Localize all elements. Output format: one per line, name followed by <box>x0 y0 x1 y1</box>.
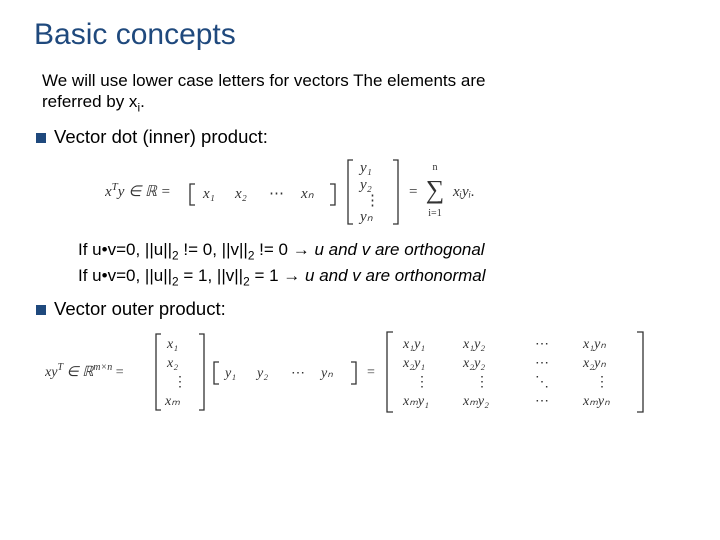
svg-text:y₂: y₂ <box>255 366 268 381</box>
svg-text:yₙ: yₙ <box>319 366 333 381</box>
svg-text:=: = <box>367 365 375 380</box>
svg-text:⋮: ⋮ <box>595 375 609 390</box>
arrow-icon: → <box>283 266 300 285</box>
svg-text:⋯: ⋯ <box>535 337 549 352</box>
svg-text:x₁y₂: x₁y₂ <box>462 337 485 352</box>
svg-text:xₙ: xₙ <box>300 186 315 202</box>
svg-text:⋮: ⋮ <box>365 193 380 209</box>
svg-text:x₂: x₂ <box>234 186 247 202</box>
intro-line2-prefix: referred by x <box>42 92 137 111</box>
svg-text:yₙ: yₙ <box>358 209 374 225</box>
svg-text:⋯: ⋯ <box>535 394 549 409</box>
cond2-post: u and v are orthonormal <box>300 266 485 285</box>
svg-text:y₁: y₁ <box>358 160 372 176</box>
intro-line2-suffix: . <box>140 92 145 111</box>
svg-text:x₂yₙ: x₂yₙ <box>582 356 606 371</box>
cond2-s2: 2 <box>243 274 250 288</box>
svg-text:x₂y₁: x₂y₁ <box>402 356 425 371</box>
svg-text:⋮: ⋮ <box>475 375 489 390</box>
cond1-s1: 2 <box>172 248 179 262</box>
equation-outer-product: xyT ∈ ℝm×n = x₁ x₂ ⋮ xₘ y₁ y₂ ⋯ yₙ = x₁y… <box>34 326 696 418</box>
intro-text: We will use lower case letters for vecto… <box>42 70 688 116</box>
svg-text:y₂: y₂ <box>358 177 372 193</box>
intro-line1: We will use lower case letters for vecto… <box>42 71 485 90</box>
svg-text:xₘy₁: xₘy₁ <box>402 394 429 409</box>
cond1-pre: If u•v=0, ||u|| <box>78 240 172 259</box>
cond2-mid2: = 1 <box>250 266 284 285</box>
slide-title: Basic concepts <box>34 18 696 52</box>
cond2-pre: If u•v=0, ||u|| <box>78 266 172 285</box>
equation-inner-product: xTy ∈ ℝ = x₁ x₂ ⋯ xₙ y₁ y₂ ⋮ yₙ = n ∑ i=… <box>34 154 696 230</box>
bullet-outer-product: Vector outer product: <box>36 298 696 320</box>
svg-text:n: n <box>433 162 438 173</box>
svg-text:x₁: x₁ <box>166 337 178 352</box>
svg-text:xₘyₙ: xₘyₙ <box>582 394 610 409</box>
condition-orthonormal: If u•v=0, ||u||2 = 1, ||v||2 = 1 → u and… <box>78 266 696 288</box>
svg-text:x₂: x₂ <box>166 356 178 371</box>
cond2-s1: 2 <box>172 274 179 288</box>
svg-text:xᵢyᵢ.: xᵢyᵢ. <box>452 184 475 200</box>
svg-text:⋮: ⋮ <box>173 375 187 390</box>
svg-text:x₁yₙ: x₁yₙ <box>582 337 606 352</box>
bullet-square-icon <box>36 305 46 315</box>
svg-text:⋮: ⋮ <box>415 375 429 390</box>
svg-text:x₁: x₁ <box>202 186 215 202</box>
svg-text:∑: ∑ <box>426 175 445 204</box>
svg-text:xyT ∈ ℝm×n =: xyT ∈ ℝm×n = <box>45 362 124 380</box>
bullet-square-icon <box>36 133 46 143</box>
svg-text:x₂y₂: x₂y₂ <box>462 356 485 371</box>
svg-text:⋯: ⋯ <box>535 356 549 371</box>
svg-text:⋯: ⋯ <box>269 186 284 202</box>
condition-orthogonal: If u•v=0, ||u||2 != 0, ||v||2 != 0 → u a… <box>78 240 696 262</box>
svg-text:xₘ: xₘ <box>164 394 180 409</box>
cond1-mid2: != 0 <box>254 240 292 259</box>
svg-text:⋱: ⋱ <box>535 375 549 390</box>
arrow-icon: → <box>293 240 310 259</box>
svg-text:y₁: y₁ <box>223 366 236 381</box>
svg-text:xTy ∈ ℝ =: xTy ∈ ℝ = <box>105 181 171 200</box>
svg-text:i=1: i=1 <box>428 208 441 219</box>
svg-text:xₘy₂: xₘy₂ <box>462 394 489 409</box>
bullet-dot-product: Vector dot (inner) product: <box>36 126 696 148</box>
cond1-mid1: != 0, ||v|| <box>179 240 248 259</box>
cond1-post: u and v are orthogonal <box>310 240 485 259</box>
svg-text:⋯: ⋯ <box>291 366 305 381</box>
svg-text:=: = <box>409 184 417 200</box>
cond2-mid1: = 1, ||v|| <box>179 266 243 285</box>
svg-text:x₁y₁: x₁y₁ <box>402 337 425 352</box>
bullet-text-1: Vector dot (inner) product: <box>54 126 268 148</box>
bullet-text-2: Vector outer product: <box>54 298 226 320</box>
